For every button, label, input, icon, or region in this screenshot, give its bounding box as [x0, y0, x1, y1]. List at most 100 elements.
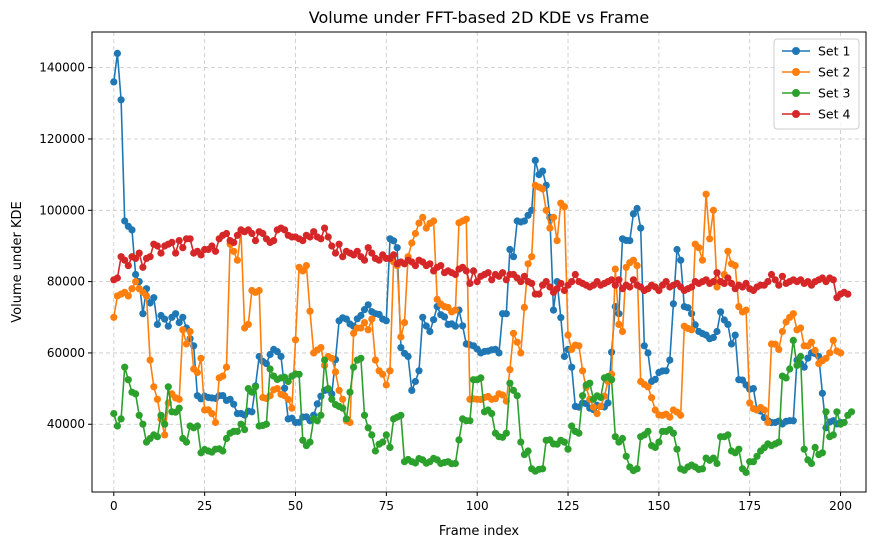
- data-point: [175, 237, 183, 245]
- data-point: [364, 301, 372, 309]
- data-point: [368, 315, 376, 323]
- data-point: [811, 443, 819, 451]
- data-point: [324, 385, 332, 393]
- data-point: [662, 367, 670, 375]
- data-point: [302, 262, 310, 270]
- data-point: [288, 404, 296, 412]
- data-point: [575, 342, 583, 350]
- data-point: [713, 327, 721, 336]
- data-point: [778, 272, 787, 280]
- data-point: [306, 307, 314, 315]
- data-point: [568, 422, 576, 430]
- data-point: [568, 363, 576, 371]
- data-point: [397, 411, 405, 419]
- data-point: [782, 374, 790, 382]
- data-point: [157, 411, 165, 419]
- y-axis: 40000 60000 80000 100000 120000 140000: [39, 61, 92, 431]
- data-point: [669, 429, 678, 437]
- data-point: [451, 459, 459, 468]
- data-point: [451, 322, 459, 330]
- data-point: [193, 422, 201, 430]
- data-point: [110, 78, 118, 86]
- data-point: [688, 326, 696, 334]
- data-point: [597, 393, 605, 402]
- legend: Set 1 Set 2 Set 3 Set 4: [773, 38, 860, 130]
- data-point: [469, 267, 478, 275]
- data-point: [328, 395, 336, 403]
- data-point: [121, 256, 129, 264]
- data-point: [382, 431, 390, 439]
- data-point: [717, 308, 725, 316]
- data-point: [270, 237, 278, 245]
- data-point: [818, 449, 827, 457]
- data-point: [211, 247, 220, 255]
- data-point: [219, 447, 227, 455]
- data-point: [640, 342, 648, 350]
- data-point: [535, 290, 543, 298]
- data-point: [426, 327, 434, 336]
- data-point: [211, 418, 220, 427]
- data-point: [153, 395, 161, 403]
- data-point: [128, 226, 136, 234]
- data-point: [466, 279, 474, 287]
- data-point: [760, 406, 768, 414]
- data-point: [273, 385, 281, 393]
- data-point: [175, 395, 183, 403]
- data-point: [251, 237, 260, 245]
- data-point: [419, 213, 427, 221]
- data-point: [546, 283, 554, 291]
- data-point: [651, 375, 659, 383]
- data-point: [142, 292, 151, 300]
- data-point: [822, 354, 830, 362]
- data-point: [357, 311, 365, 320]
- data-point: [698, 256, 707, 264]
- data-point: [528, 253, 536, 261]
- data-point: [789, 336, 797, 344]
- data-point: [284, 377, 292, 386]
- data-point: [161, 431, 169, 439]
- data-point: [146, 356, 154, 364]
- x-axis: 0 25 50 75 100 125 150 175 200: [110, 492, 852, 513]
- data-point: [615, 276, 623, 284]
- data-point: [524, 211, 532, 219]
- data-point: [506, 379, 514, 387]
- data-point: [789, 417, 797, 425]
- data-point: [146, 299, 154, 307]
- y-axis-label: Volume under KDE: [10, 201, 25, 322]
- data-point: [415, 219, 423, 227]
- data-point: [568, 278, 576, 286]
- data-point: [528, 279, 536, 287]
- data-point: [411, 262, 419, 270]
- data-point: [702, 190, 710, 198]
- data-point: [128, 285, 136, 293]
- data-point: [807, 338, 816, 346]
- data-point: [644, 349, 652, 357]
- data-point: [786, 365, 794, 373]
- data-point: [222, 229, 231, 238]
- data-point: [262, 360, 270, 368]
- data-point: [797, 352, 805, 361]
- data-point: [408, 239, 416, 247]
- data-point: [720, 279, 728, 287]
- data-point: [357, 354, 365, 362]
- data-point: [840, 418, 848, 427]
- data-point: [408, 386, 416, 394]
- data-point: [520, 272, 529, 280]
- data-point: [110, 410, 118, 418]
- data-point: [321, 356, 329, 364]
- data-point: [284, 395, 292, 404]
- data-point: [586, 379, 594, 387]
- legend-label: Set 2: [818, 65, 850, 80]
- data-point: [360, 256, 369, 264]
- data-point: [430, 217, 438, 225]
- data-point: [462, 267, 470, 275]
- data-point: [113, 422, 121, 430]
- data-point: [644, 383, 652, 391]
- x-tick-label: 100: [466, 499, 489, 513]
- data-point: [364, 326, 372, 334]
- data-point: [615, 320, 623, 328]
- data-point: [350, 363, 358, 371]
- data-point: [771, 340, 779, 348]
- data-point: [775, 281, 783, 289]
- data-point: [633, 204, 641, 213]
